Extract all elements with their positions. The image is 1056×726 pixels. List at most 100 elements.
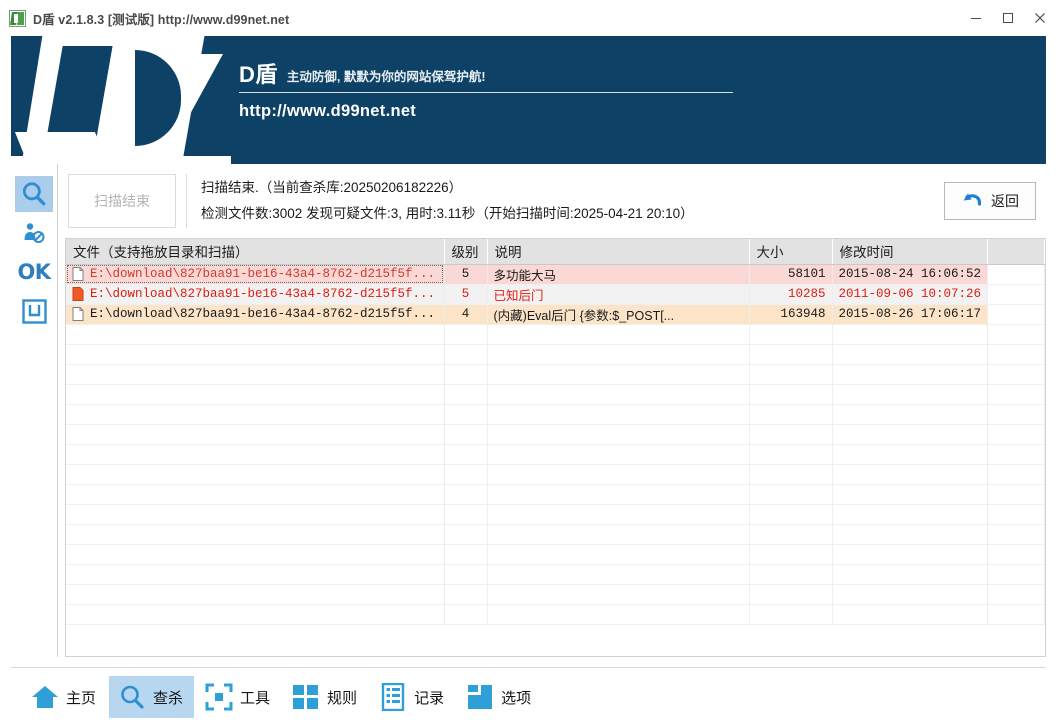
cell-empty [66,404,445,425]
table-row-empty[interactable] [66,384,1045,405]
table-row[interactable]: E:\download\827baa91-be16-43a4-8762-d215… [66,284,1045,305]
return-button-label: 返回 [991,193,1019,209]
table-row-empty[interactable] [66,464,1045,485]
nav-options[interactable]: 选项 [457,676,542,718]
nav-rules[interactable]: 规则 [283,676,368,718]
status-strip: 扫描结束 扫描结束.（当前查杀库:20250206182226） 检测文件数:3… [65,164,1046,238]
banner-brand: D盾 [239,62,278,87]
cell-empty [66,504,445,525]
window-controls [960,0,1056,36]
cell-empty [749,604,833,625]
cell-empty [487,584,750,605]
cell-time: 2015-08-26 17:06:17 [832,304,988,325]
table-row-empty[interactable] [66,524,1045,545]
cell-empty [444,324,488,345]
table-row[interactable]: E:\download\827baa91-be16-43a4-8762-d215… [66,304,1045,325]
maximize-icon[interactable] [992,0,1024,36]
table-row-empty[interactable] [66,324,1045,345]
table-row-empty[interactable] [66,604,1045,625]
nav-logs-label: 记录 [414,689,445,707]
col-header-time[interactable]: 修改时间 [832,239,988,265]
undo-arrow-icon [963,193,982,206]
table-row-empty[interactable] [66,444,1045,465]
table-body: E:\download\827baa91-be16-43a4-8762-d215… [66,264,1045,625]
table-row-empty[interactable] [66,424,1045,445]
cell-empty [987,344,1045,365]
sidebar-item-frame[interactable] [15,293,53,329]
cell-empty [832,404,988,425]
nav-logs[interactable]: 记录 [370,676,455,718]
cell-empty [749,404,833,425]
cell-empty [444,604,488,625]
cell-empty [444,564,488,585]
sidebar-item-scan[interactable] [15,176,53,212]
cell-empty [66,384,445,405]
banner-slogan: 主动防御, 默默为你的网站保驾护航! [286,70,486,84]
cell-empty [987,604,1045,625]
cell-level: 5 [444,264,488,285]
cell-desc: 已知后门 [487,284,750,305]
nav-scan[interactable]: 查杀 [109,676,195,718]
cell-empty [444,444,488,465]
cell-empty [749,344,833,365]
d-shield-logo-icon [9,9,26,27]
cell-empty [832,364,988,385]
table-row-empty[interactable] [66,504,1045,525]
col-header-size[interactable]: 大小 [749,239,833,265]
table-row-empty[interactable] [66,344,1045,365]
col-header-desc[interactable]: 说明 [487,239,750,265]
table-row-empty[interactable] [66,404,1045,425]
cell-time: 2015-08-24 16:06:52 [832,264,988,285]
table-row[interactable]: E:\download\827baa91-be16-43a4-8762-d215… [66,264,1045,285]
minimize-icon[interactable] [960,0,992,36]
content-area: 扫描结束 扫描结束.（当前查杀库:20250206182226） 检测文件数:3… [58,164,1046,657]
nav-tools[interactable]: 工具 [196,676,281,718]
cell-desc: (内藏)Eval后门 {参数:$_POST[... [487,304,750,325]
cell-empty [987,384,1045,405]
return-button[interactable]: 返回 [944,182,1036,220]
col-header-tail[interactable] [987,239,1045,265]
user-block-icon [24,223,45,243]
scan-status-button[interactable]: 扫描结束 [68,174,176,228]
file-page-icon [72,267,84,281]
sidebar-item-ok[interactable]: OK [15,254,53,290]
cell-empty [987,504,1045,525]
banner-url: http://www.d99net.net [239,102,417,120]
table-row-empty[interactable] [66,364,1045,385]
cell-empty [749,584,833,605]
cell-empty [444,484,488,505]
results-table: 文件（支持拖放目录和扫描） 级别 说明 大小 修改时间 E:\download\… [66,239,1045,625]
cell-empty [66,604,445,625]
bottom-navigation: 主页 查杀 工具 规则 记录 选项 [0,668,1056,726]
table-row-empty[interactable] [66,584,1045,605]
cell-empty [987,544,1045,565]
logo-shard-5 [189,54,223,116]
status-line-1: 扫描结束.（当前查杀库:20250206182226） [201,180,463,195]
col-header-level[interactable]: 级别 [444,239,488,265]
close-icon[interactable] [1024,0,1056,36]
table-row-empty[interactable] [66,564,1045,585]
col-header-file[interactable]: 文件（支持拖放目录和扫描） [66,239,445,265]
cell-empty [66,464,445,485]
results-table-container[interactable]: 文件（支持拖放目录和扫描） 级别 说明 大小 修改时间 E:\download\… [65,238,1046,657]
cell-empty [749,364,833,385]
ok-text-icon: OK [17,260,51,284]
cell-empty [487,464,750,485]
cell-empty [832,544,988,565]
cell-empty [487,404,750,425]
cell-empty [66,364,445,385]
cell-empty [66,524,445,545]
magnifier-icon [22,182,46,206]
cell-file: E:\download\827baa91-be16-43a4-8762-d215… [66,264,445,285]
sidebar-item-block[interactable] [15,215,53,251]
nav-home[interactable]: 主页 [22,676,107,718]
tools-icon [205,683,233,711]
file-path-text: E:\download\827baa91-be16-43a4-8762-d215… [90,307,436,321]
u-frame-icon [21,298,47,324]
cell-empty [749,424,833,445]
table-row-empty[interactable] [66,544,1045,565]
title-bar: D盾 v2.1.8.3 [测试版] http://www.d99net.net [0,0,1056,36]
banner-container: D盾 主动防御, 默默为你的网站保驾护航! http://www.d99net.… [0,36,1056,164]
cell-empty [444,384,488,405]
table-row-empty[interactable] [66,484,1045,505]
